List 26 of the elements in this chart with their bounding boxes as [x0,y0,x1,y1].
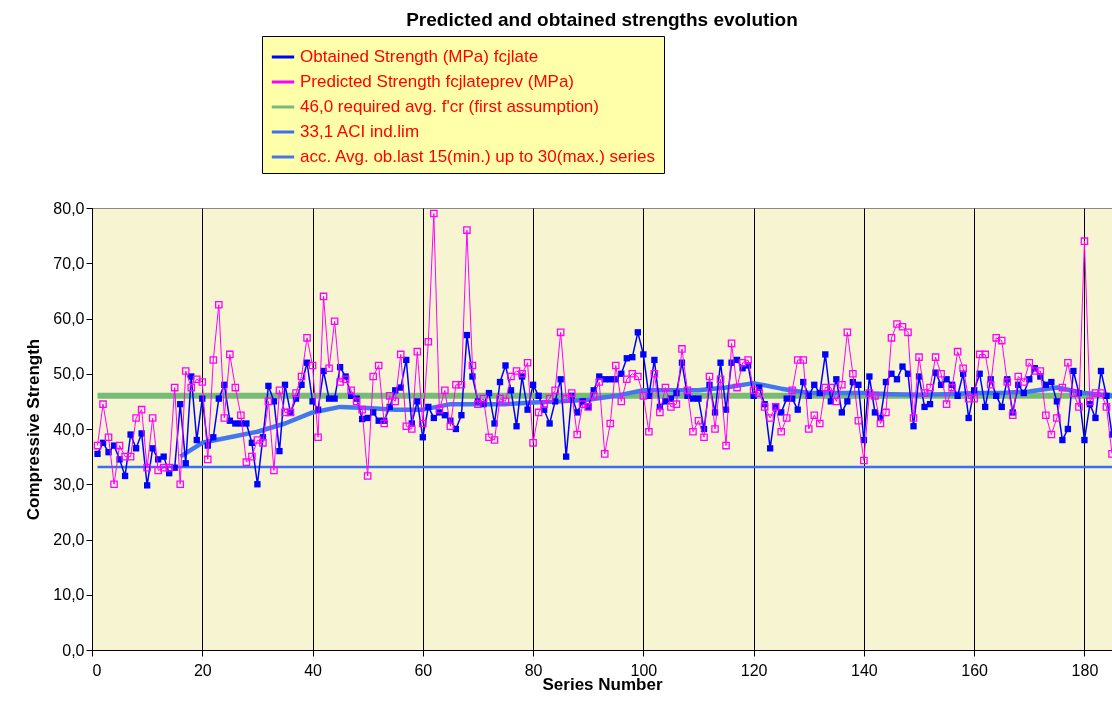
x-tick-label: 140 [851,661,878,679]
x-tick-label: 80 [524,661,543,679]
y-tick-label: 10,0 [53,586,85,604]
x-tick-label: 160 [961,661,989,679]
legend-label: 46,0 required avg. f'cr (first assumption) [300,97,599,116]
y-tick-label: 50,0 [53,365,85,383]
x-tick-label: 60 [414,661,433,679]
x-tick-label: 120 [740,661,768,679]
y-axis-title: Compressive Strength [24,338,44,521]
legend-label: Predicted Strength fcjlateprev (MPa) [300,72,575,91]
x-tick-label: 100 [630,661,658,679]
legend-label: acc. Avg. ob.last 15(min.) up to 30(max.) series [300,147,655,166]
x-tick-label: 180 [1071,661,1099,679]
y-tick-label: 0,0 [62,641,85,659]
x-tick-label: 40 [304,661,323,679]
x-tick-label: 0 [92,661,102,679]
y-tick-label: 40,0 [53,420,85,438]
legend-label: Obtained Strength (MPa) fcjlate [300,47,539,66]
y-tick-label: 60,0 [53,310,85,327]
y-tick-label: 20,0 [53,531,85,548]
y-tick-label: 80,0 [53,199,85,217]
y-tick-label: 30,0 [53,475,85,493]
legend-label: 33,1 ACI ind.lim [300,122,420,141]
chart-title: Predicted and obtained strengths evolution [406,8,798,30]
y-tick-label: 70,0 [53,254,85,272]
x-tick-label: 20 [193,661,212,679]
